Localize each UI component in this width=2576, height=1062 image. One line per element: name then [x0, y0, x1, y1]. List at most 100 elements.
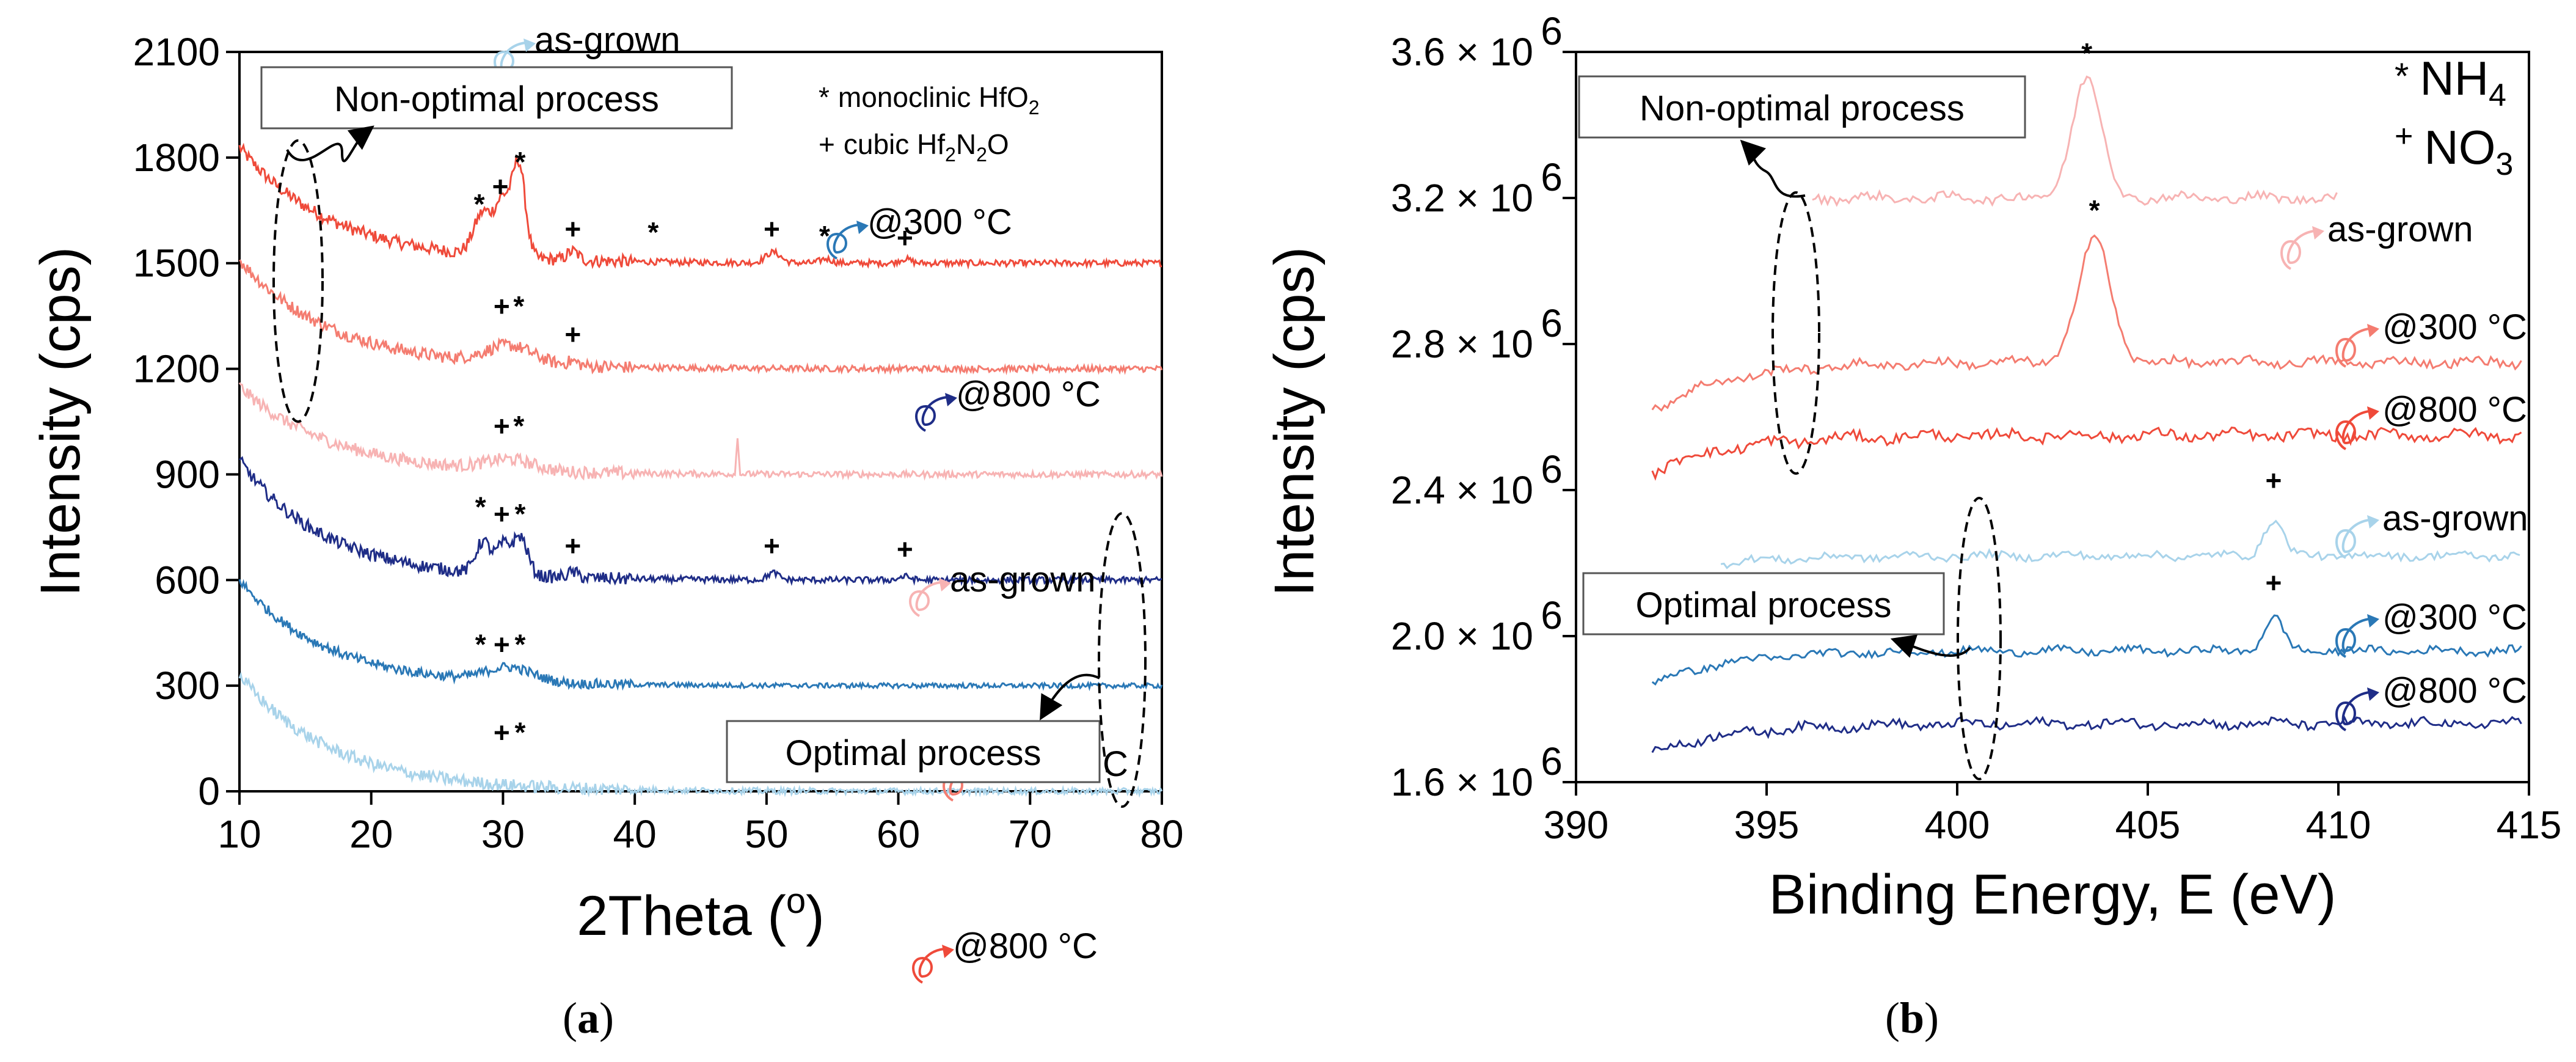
series-label: @300 °C [2382, 598, 2527, 637]
panel-a-x-axis-title: 2Theta (o) [577, 881, 825, 947]
panel-a-plot-frame [238, 51, 1163, 793]
panel-b-legend: * NH4 + NO3 [2395, 51, 2513, 182]
series-line [1651, 716, 2522, 753]
series-label-arrowhead [524, 38, 536, 52]
peak-marker: + [492, 170, 509, 202]
panel-a-peak-markers: *+*+ * + * ++ *++ ** + *+ + +* + *+ * [474, 146, 913, 748]
panel-b-label: (b) [1885, 994, 1939, 1042]
peak-marker: * [515, 716, 526, 748]
x-tick-label: 415 [2497, 803, 2562, 847]
peak-marker: + [764, 213, 780, 244]
panel-a-series [238, 142, 1163, 798]
series-label-curl [494, 42, 526, 78]
series-label-curl [2335, 328, 2370, 368]
optimal-ellipse [1098, 512, 1147, 808]
series-label: @800 °C [2382, 671, 2527, 711]
optimal-box-b [1582, 572, 1945, 635]
series-label-curl [912, 948, 944, 984]
series-label-arrowhead [2367, 324, 2379, 337]
optimal-arrow-b [1890, 634, 1971, 658]
non-optimal-ellipse [272, 139, 324, 423]
x-tick-label: 60 [877, 812, 920, 856]
peak-marker: + [494, 628, 510, 660]
series-line [238, 579, 1163, 692]
peak-marker: + [564, 213, 581, 244]
non-optimal-ellipse-b [1771, 191, 1820, 475]
series-line [1651, 234, 2522, 412]
series-label-arrowhead [942, 945, 954, 958]
peak-marker: * [515, 498, 526, 530]
x-tick-label: 50 [745, 812, 788, 856]
optimal-ellipse-b [1957, 497, 2002, 780]
y-tick-exponent: 6 [1541, 739, 1563, 783]
peak-marker: + [494, 410, 510, 442]
peak-marker: * [2089, 194, 2100, 226]
panel-b-non-optimal-annotation: Non-optimal process [1578, 75, 2026, 475]
panel-b-series-labels: as-grown @300 °C @800 °C as-grown @300 °C @80… [2280, 210, 2528, 731]
panel-a-chart: 0 300 600 900 1200 1500 1800 2100 10 20 30 40 50 60 7… [29, 20, 1184, 1042]
x-tick-label: 20 [349, 812, 393, 856]
y-tick-label: 2.4 × 10 [1391, 468, 1533, 512]
y-tick-label: 3.6 × 10 [1391, 30, 1533, 74]
peak-marker: + [897, 222, 913, 254]
non-optimal-label-b: Non-optimal process [1640, 89, 1965, 128]
panel-b-x-axis-title: Binding Energy, E (eV) [1769, 863, 2337, 926]
series-label-arrowhead [2367, 687, 2379, 701]
series-label-curl [2335, 618, 2370, 658]
y-tick-label: 1200 [133, 347, 220, 391]
series-line [1651, 614, 2522, 686]
series-label: @800 °C [956, 375, 1101, 414]
series-line [238, 671, 1163, 798]
legend-no3: + NO3 [2395, 119, 2513, 182]
y-tick-label: 900 [155, 452, 220, 496]
panel-a-y-axis: 0 300 600 900 1200 1500 1800 2100 [133, 30, 239, 813]
x-tick-label: 30 [481, 812, 525, 856]
peak-marker: * [513, 290, 524, 322]
optimal-label: Optimal process [785, 733, 1041, 773]
x-tick-label: 80 [1140, 812, 1183, 856]
peak-marker: + [564, 530, 581, 562]
series-label-arrowhead [2312, 226, 2324, 240]
peak-marker: + [2265, 464, 2282, 496]
peak-marker: * [475, 491, 486, 523]
series-label: as-grown [535, 20, 680, 60]
y-tick-label: 0 [198, 769, 220, 813]
panel-a-x-axis: 10 20 30 40 50 60 70 80 [217, 791, 1184, 856]
legend-monoclinic: * monoclinic HfO2 [819, 81, 1040, 119]
series-line [1812, 75, 2338, 207]
y-tick-label: 1800 [133, 136, 220, 180]
series-label-arrowhead [2367, 406, 2379, 420]
non-optimal-box-b [1578, 75, 2026, 139]
series-label-curl [826, 224, 859, 260]
series-label: as-grown [2382, 499, 2528, 538]
non-optimal-arrow-b [1740, 139, 1806, 198]
x-tick-label: 10 [217, 812, 261, 856]
non-optimal-box [260, 66, 733, 130]
non-optimal-label: Non-optimal process [334, 79, 659, 119]
panel-b-y-axis-title: Intensity (cps) [1263, 247, 1326, 597]
series-line [1651, 427, 2522, 481]
series-label: @800 °C [2382, 390, 2527, 430]
series-label-curl [2335, 519, 2370, 559]
series-label-arrowhead [939, 578, 951, 591]
y-tick-label: 300 [155, 664, 220, 708]
series-line [1720, 519, 2520, 569]
optimal-label-b: Optimal process [1635, 585, 1891, 625]
y-tick-label: 2100 [133, 30, 220, 74]
series-label-arrowhead [856, 221, 869, 234]
peak-marker: * [515, 146, 526, 178]
y-tick-exponent: 6 [1541, 593, 1563, 637]
series-label-arrowhead [2367, 614, 2379, 628]
peak-marker: * [474, 188, 485, 220]
legend-cubic: + cubic Hf2N2O [819, 128, 1009, 166]
x-tick-label: 40 [613, 812, 657, 856]
x-tick-label: 70 [1009, 812, 1052, 856]
optimal-box [726, 720, 1101, 783]
panel-a-legend: * monoclinic HfO2 + cubic Hf2N2O [819, 81, 1040, 166]
y-tick-label: 1.6 × 10 [1391, 760, 1533, 804]
series-line [238, 259, 1163, 376]
peak-marker: * [2081, 37, 2092, 69]
y-tick-exponent: 6 [1541, 155, 1563, 199]
legend-nh4: * NH4 [2395, 51, 2506, 113]
